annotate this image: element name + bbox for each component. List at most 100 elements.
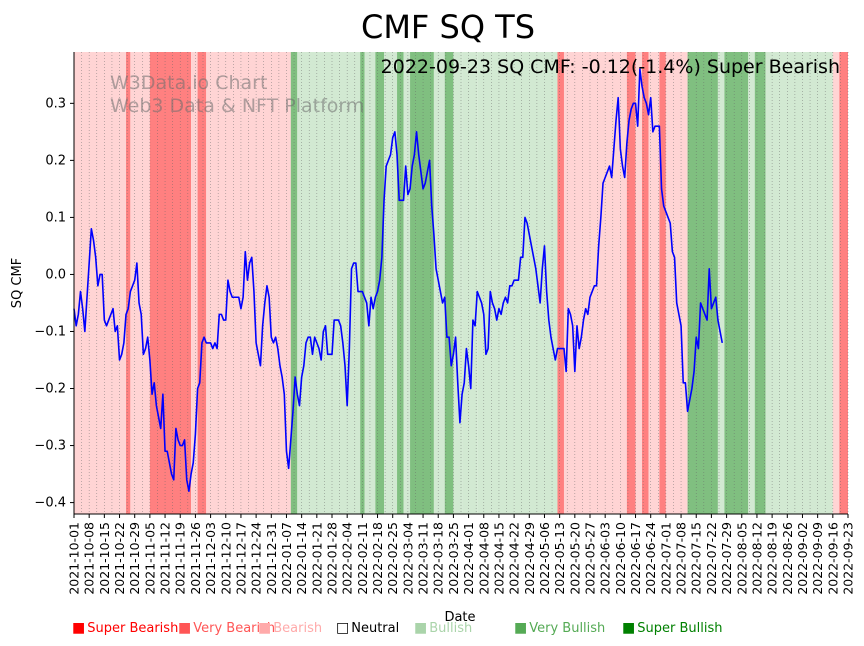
sentiment-band (130, 52, 150, 514)
vertical-grid (73, 52, 849, 514)
x-tick-label: 2021-10-01 (67, 522, 82, 595)
x-tick-label: 2022-05-20 (567, 522, 582, 595)
x-tick-label: 2022-03-11 (416, 522, 431, 595)
sentiment-band (126, 52, 131, 514)
x-tick-label: 2021-10-22 (112, 522, 127, 595)
y-tick-label: −0.2 (34, 382, 66, 397)
sentiment-band (724, 52, 749, 514)
sentiment-band (197, 52, 207, 514)
x-tick-label: 2022-06-03 (598, 522, 613, 595)
legend-swatch: □ (336, 620, 350, 636)
x-tick-label: 2022-01-21 (309, 522, 324, 595)
sentiment-band (453, 52, 463, 514)
legend-swatch: ■ (514, 620, 528, 636)
legend-item: □ Neutral (336, 620, 399, 636)
sentiment-band (403, 52, 411, 514)
legend-swatch: ■ (258, 620, 272, 636)
x-tick-label: 2022-02-11 (355, 522, 370, 595)
x-tick-label: 2021-12-17 (233, 522, 248, 595)
x-tick-label: 2021-12-10 (218, 522, 233, 595)
x-tick-label: 2022-08-12 (749, 522, 764, 595)
x-tick-label: 2022-01-07 (279, 522, 294, 595)
legend-label: Very Bearish (193, 621, 276, 636)
y-tick-label: −0.3 (34, 439, 66, 454)
sentiment-band (659, 52, 666, 514)
sentiment-band (297, 52, 361, 514)
x-tick-label: 2022-07-15 (689, 522, 704, 595)
x-tick-label: 2022-04-29 (522, 522, 537, 595)
sentiment-band (765, 52, 833, 514)
x-tick-label: 2022-02-25 (385, 522, 400, 595)
legend-item: ■ Super Bearish (72, 620, 178, 636)
annotation-text: 2022-09-23 SQ CMF: -0.12(-1.4%) Super Be… (381, 56, 840, 78)
cmf-line (73, 68, 724, 492)
legend-label: Super Bearish (87, 621, 179, 636)
sentiment-band (626, 52, 636, 514)
x-tick-label: 2022-05-27 (583, 522, 598, 595)
y-tick-label: −0.4 (34, 496, 66, 511)
y-axis-label: SQ CMF (10, 258, 25, 308)
watermark: W3Data.io Chart Web3 Data & NFT Platform (110, 72, 364, 118)
x-tick-label: 2022-03-25 (446, 522, 461, 595)
x-tick-label: 2022-01-14 (294, 522, 309, 595)
sentiment-band (839, 52, 848, 514)
x-tick-label: 2022-05-13 (552, 522, 567, 595)
y-tick-label: 0.3 (45, 96, 66, 111)
x-axis-label: Date (444, 610, 475, 625)
sentiment-band (748, 52, 755, 514)
x-tick-label: 2022-09-02 (795, 522, 810, 595)
legend-swatch: ■ (414, 620, 428, 636)
sentiment-band (665, 52, 688, 514)
legend-item: ■ Very Bullish (514, 620, 605, 636)
watermark-line2: Web3 Data & NFT Platform (110, 95, 365, 117)
x-tick-label: 2022-04-08 (476, 522, 491, 595)
legend-item: ■ Super Bullish (622, 620, 722, 636)
sentiment-band (191, 52, 198, 514)
x-tick-label: 2021-12-03 (203, 522, 218, 595)
x-tick-label: 2021-11-05 (142, 522, 157, 595)
x-tick-label: 2022-08-26 (780, 522, 795, 595)
x-tick-label: 2022-07-08 (674, 522, 689, 595)
legend-item: ■ Bullish (414, 620, 472, 636)
sentiment-band (384, 52, 398, 514)
sentiment-band (557, 52, 564, 514)
legend-label: Bullish (429, 621, 473, 636)
legend-label: Bearish (273, 621, 323, 636)
sentiment-band (444, 52, 454, 514)
sentiment-band (832, 52, 840, 514)
x-tick-label: 2022-04-01 (461, 522, 476, 595)
x-tick-label: 2022-09-09 (810, 522, 825, 595)
x-tick-label: 2022-08-05 (734, 522, 749, 595)
x-tick-label: 2021-10-08 (82, 522, 97, 595)
y-tick-label: 0.0 (45, 267, 66, 282)
x-tick-label: 2022-03-18 (431, 522, 446, 595)
legend-label: Neutral (351, 621, 400, 636)
cmf-series (73, 68, 724, 492)
x-tick-label: 2022-06-10 (613, 522, 628, 595)
sentiment-band (149, 52, 192, 514)
x-tick-label: 2022-01-28 (325, 522, 340, 595)
x-tick-label: 2022-07-22 (704, 522, 719, 595)
sentiment-band (462, 52, 478, 514)
x-tick-label: 2022-02-18 (370, 522, 385, 595)
x-tick-label: 2022-04-15 (491, 522, 506, 595)
sentiment-band (410, 52, 434, 514)
y-tick-label: −0.1 (34, 324, 66, 339)
x-tick-label: 2021-10-15 (97, 522, 112, 595)
x-tick-label: 2022-09-16 (825, 522, 840, 595)
sentiment-band (648, 52, 660, 514)
sentiment-band (514, 52, 558, 514)
axes (73, 52, 848, 515)
x-tick-label: 2022-04-22 (507, 522, 522, 595)
x-tick-label: 2021-12-31 (264, 522, 279, 595)
legend-swatch: ■ (622, 620, 636, 636)
x-tick-label: 2022-07-29 (719, 522, 734, 595)
x-tick-label: 2022-05-06 (537, 522, 552, 595)
legend-label: Super Bullish (637, 621, 723, 636)
x-tick-label: 2021-11-19 (173, 522, 188, 595)
sentiment-band (635, 52, 643, 514)
watermark-line1: W3Data.io Chart (110, 72, 268, 94)
x-tick-label: 2022-06-17 (628, 522, 643, 595)
legend-label: Very Bullish (529, 621, 606, 636)
